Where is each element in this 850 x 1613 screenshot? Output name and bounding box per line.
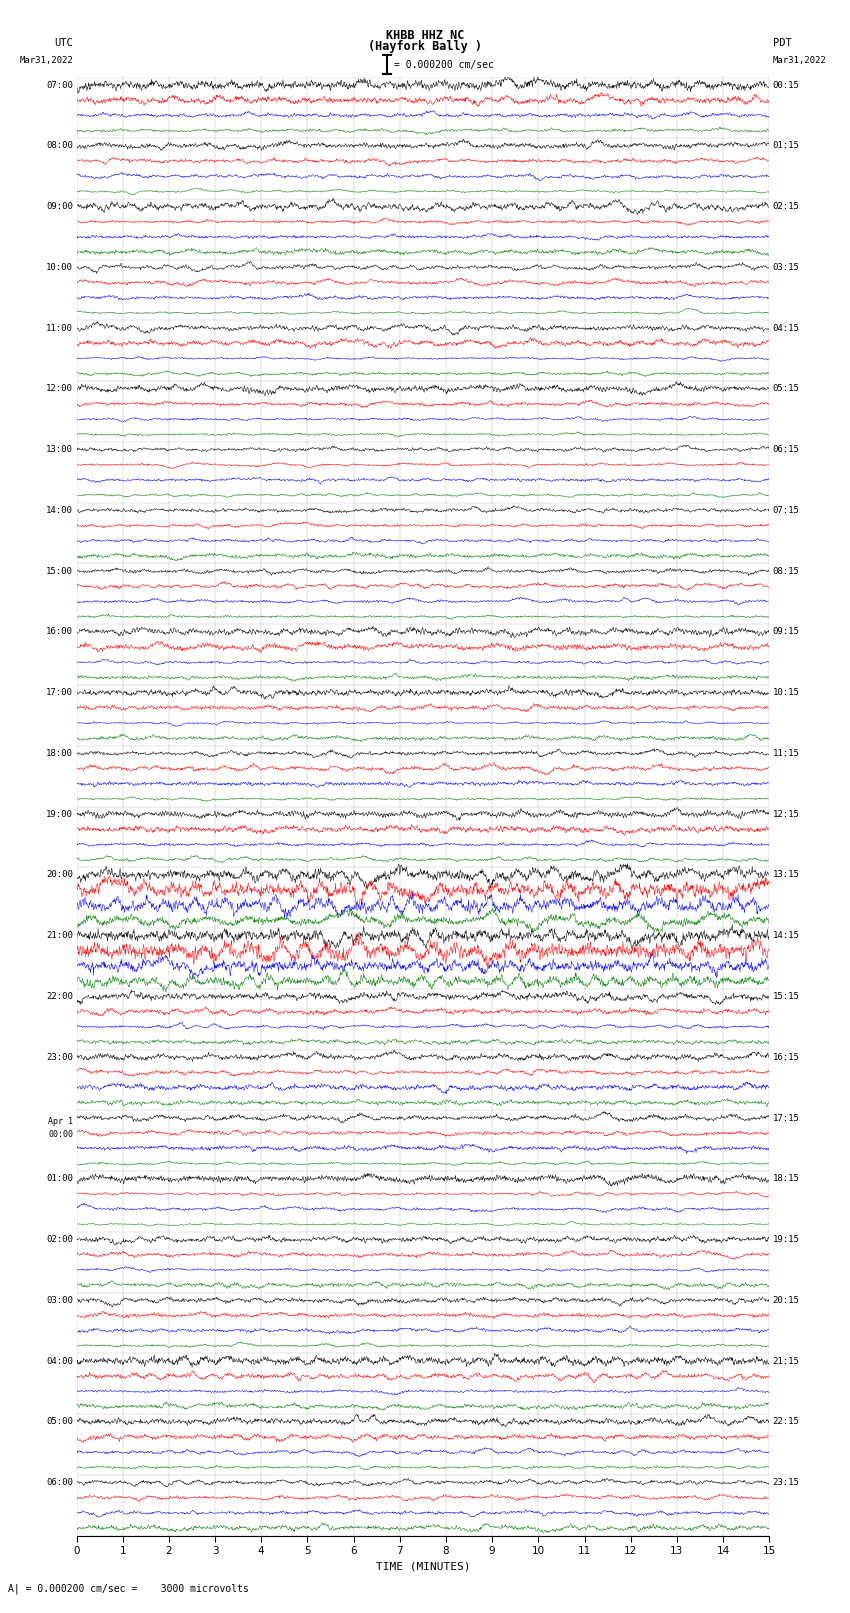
Text: = 0.000200 cm/sec: = 0.000200 cm/sec — [394, 60, 493, 69]
Text: 10:00: 10:00 — [46, 263, 73, 273]
Text: 23:00: 23:00 — [46, 1053, 73, 1061]
Text: 15:15: 15:15 — [773, 992, 800, 1002]
Text: 16:00: 16:00 — [46, 627, 73, 637]
Text: 17:00: 17:00 — [46, 689, 73, 697]
Text: 23:15: 23:15 — [773, 1478, 800, 1487]
Text: 18:15: 18:15 — [773, 1174, 800, 1184]
Text: 15:00: 15:00 — [46, 566, 73, 576]
Text: 20:15: 20:15 — [773, 1295, 800, 1305]
Text: 19:00: 19:00 — [46, 810, 73, 819]
Text: 03:15: 03:15 — [773, 263, 800, 273]
Text: PDT: PDT — [773, 39, 791, 48]
Text: 18:00: 18:00 — [46, 748, 73, 758]
Text: 11:00: 11:00 — [46, 324, 73, 332]
Text: 13:00: 13:00 — [46, 445, 73, 455]
Text: 04:00: 04:00 — [46, 1357, 73, 1366]
Text: 08:00: 08:00 — [46, 142, 73, 150]
Text: 14:15: 14:15 — [773, 931, 800, 940]
Text: 09:00: 09:00 — [46, 202, 73, 211]
Text: 07:15: 07:15 — [773, 506, 800, 515]
Text: 05:00: 05:00 — [46, 1418, 73, 1426]
Text: 20:00: 20:00 — [46, 871, 73, 879]
Text: 21:00: 21:00 — [46, 931, 73, 940]
Text: 02:15: 02:15 — [773, 202, 800, 211]
Text: 22:15: 22:15 — [773, 1418, 800, 1426]
Text: Mar31,2022: Mar31,2022 — [773, 56, 826, 66]
Text: 03:00: 03:00 — [46, 1295, 73, 1305]
Text: 05:15: 05:15 — [773, 384, 800, 394]
Text: 02:00: 02:00 — [46, 1236, 73, 1244]
Text: (Hayfork Bally ): (Hayfork Bally ) — [368, 40, 482, 53]
Text: 22:00: 22:00 — [46, 992, 73, 1002]
Text: 11:15: 11:15 — [773, 748, 800, 758]
Text: 06:15: 06:15 — [773, 445, 800, 455]
Text: Mar31,2022: Mar31,2022 — [20, 56, 73, 66]
Text: 12:15: 12:15 — [773, 810, 800, 819]
Text: 09:15: 09:15 — [773, 627, 800, 637]
Text: 01:00: 01:00 — [46, 1174, 73, 1184]
Text: 13:15: 13:15 — [773, 871, 800, 879]
Text: UTC: UTC — [54, 39, 73, 48]
Text: 00:15: 00:15 — [773, 81, 800, 90]
Text: 21:15: 21:15 — [773, 1357, 800, 1366]
Text: 04:15: 04:15 — [773, 324, 800, 332]
Text: 17:15: 17:15 — [773, 1113, 800, 1123]
Text: 12:00: 12:00 — [46, 384, 73, 394]
Text: KHBB HHZ NC: KHBB HHZ NC — [386, 29, 464, 42]
Text: 14:00: 14:00 — [46, 506, 73, 515]
Text: A| = 0.000200 cm/sec =    3000 microvolts: A| = 0.000200 cm/sec = 3000 microvolts — [8, 1582, 249, 1594]
Text: 01:15: 01:15 — [773, 142, 800, 150]
Text: 00:00: 00:00 — [48, 1129, 73, 1139]
Text: 10:15: 10:15 — [773, 689, 800, 697]
Text: 06:00: 06:00 — [46, 1478, 73, 1487]
Text: 16:15: 16:15 — [773, 1053, 800, 1061]
X-axis label: TIME (MINUTES): TIME (MINUTES) — [376, 1561, 470, 1571]
Text: 08:15: 08:15 — [773, 566, 800, 576]
Text: 19:15: 19:15 — [773, 1236, 800, 1244]
Text: Apr 1: Apr 1 — [48, 1116, 73, 1126]
Text: 07:00: 07:00 — [46, 81, 73, 90]
